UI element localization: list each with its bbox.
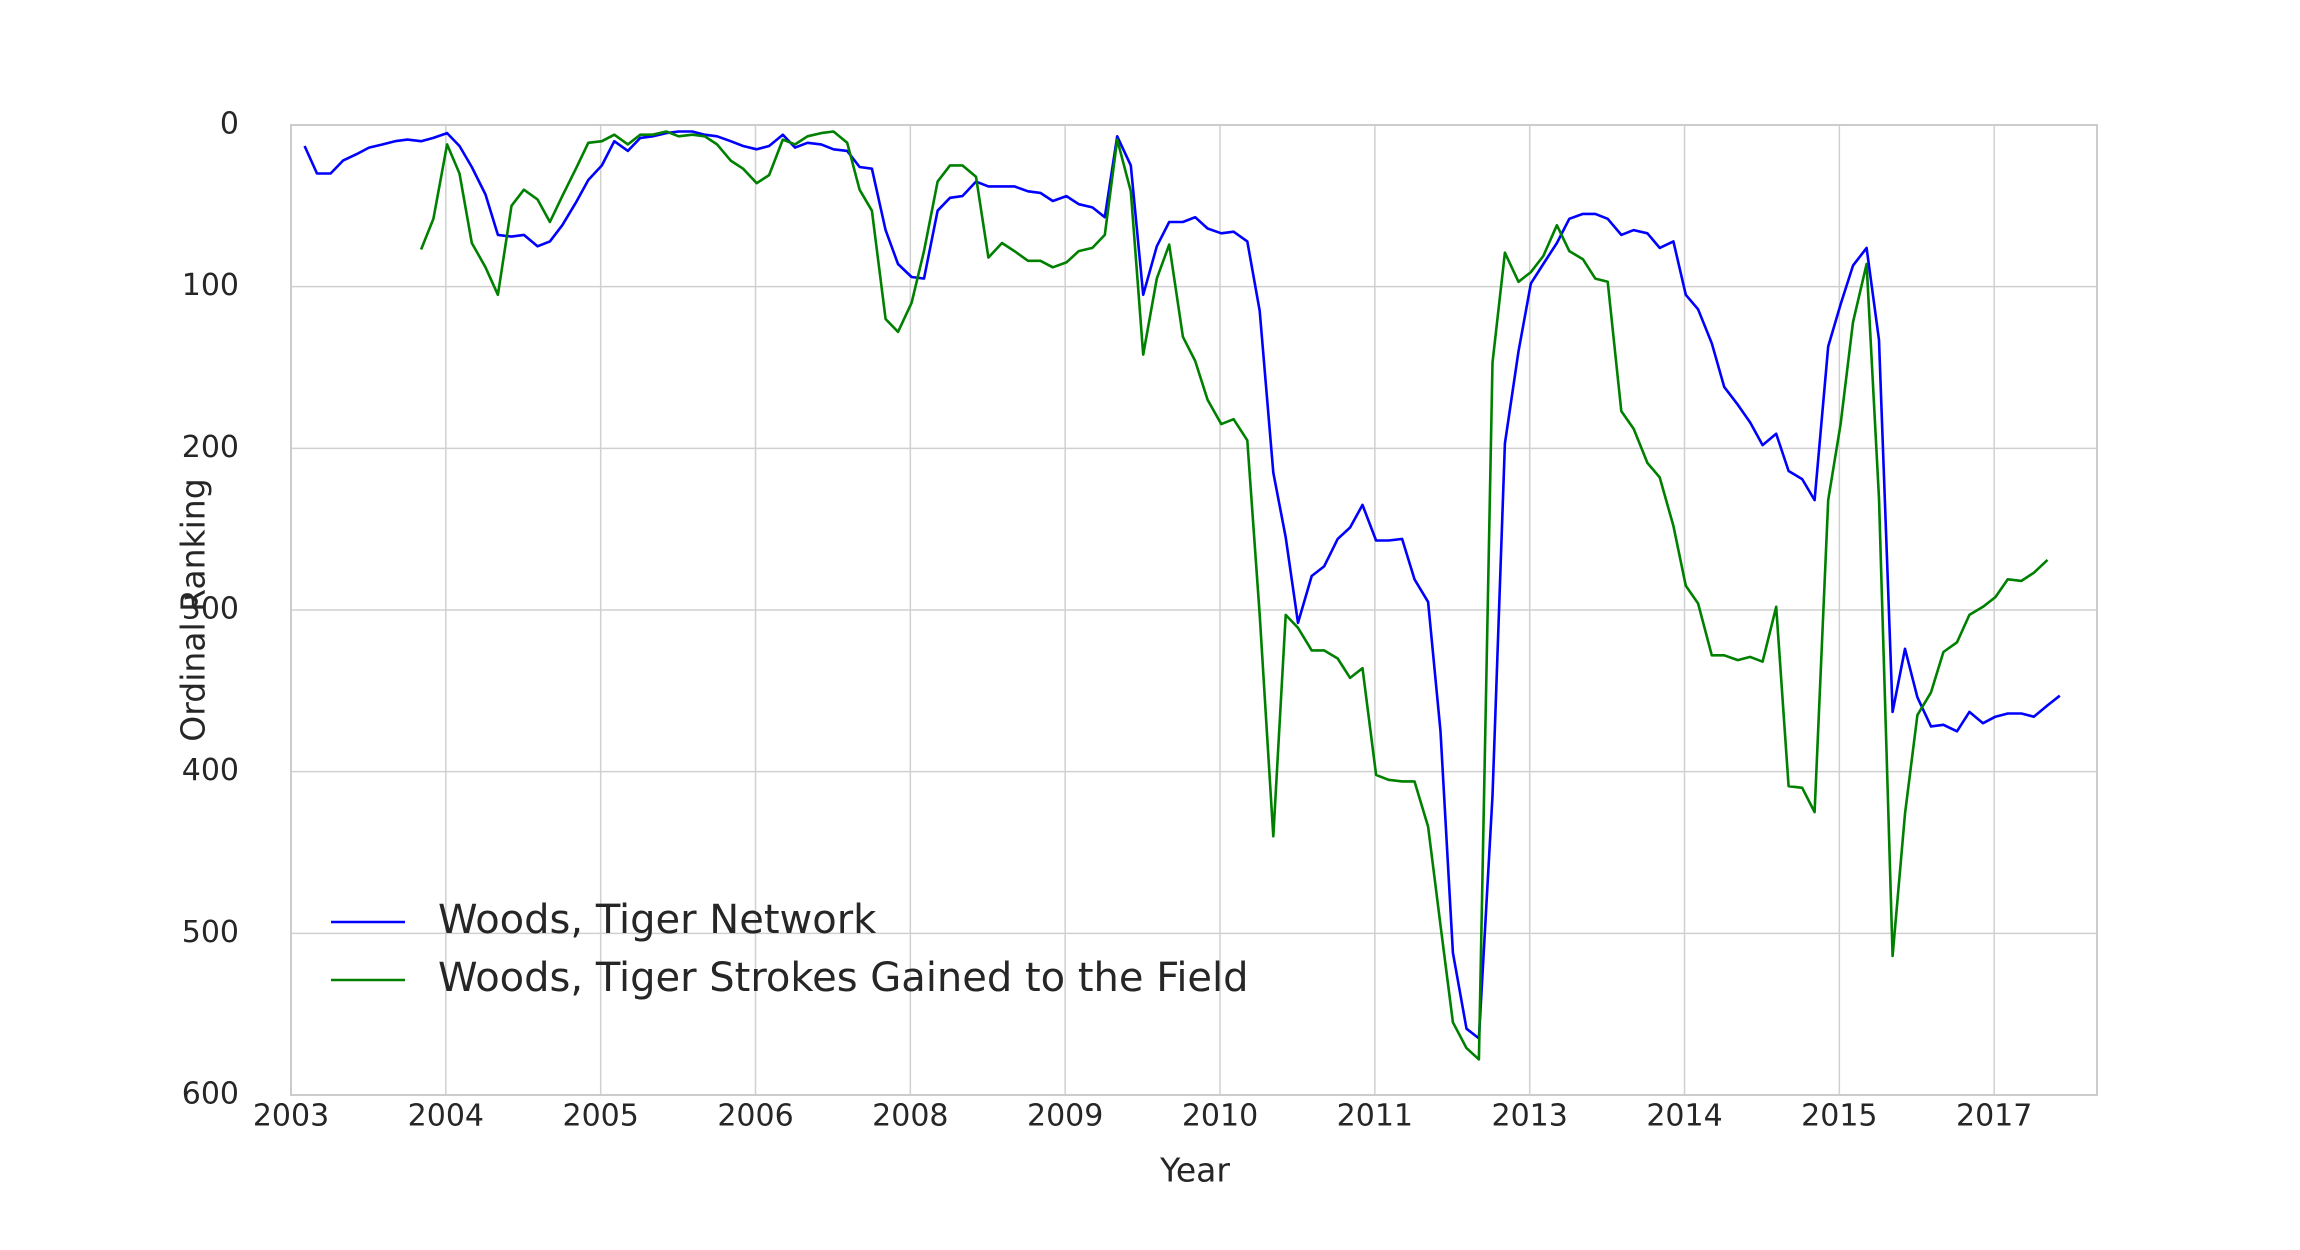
- x-tick-label: 2003: [253, 1099, 329, 1134]
- x-tick-label: 2014: [1646, 1099, 1722, 1134]
- ticks: 2003 2004 2005 2006 2008 2009 2010 2011 2013 2014…: [182, 107, 2033, 1134]
- y-tick-label: 600: [182, 1077, 239, 1112]
- x-tick-label: 2017: [1956, 1099, 2032, 1134]
- y-axis-label: Ordinal Ranking: [174, 478, 213, 741]
- y-tick-label: 200: [182, 430, 239, 465]
- legend: Woods, Tiger Network Woods, Tiger Strokes…: [331, 897, 1249, 1001]
- y-tick-label: 400: [182, 753, 239, 788]
- y-tick-label: 0: [220, 107, 239, 142]
- x-tick-label: 2006: [717, 1099, 793, 1134]
- legend-label: Woods, Tiger Strokes Gained to the Field: [438, 955, 1249, 1001]
- x-tick-label: 2010: [1182, 1099, 1258, 1134]
- x-axis-label: Year: [1159, 1151, 1230, 1190]
- x-tick-label: 2009: [1027, 1099, 1103, 1134]
- x-tick-label: 2005: [562, 1099, 638, 1134]
- x-tick-label: 2011: [1337, 1099, 1413, 1134]
- y-tick-label: 500: [182, 915, 239, 950]
- y-tick-label: 100: [182, 268, 239, 303]
- series-line: [303, 130, 2061, 1040]
- plot-frame: [290, 124, 2098, 1096]
- series-line: [419, 130, 2049, 1061]
- x-tick-label: 2004: [408, 1099, 484, 1134]
- legend-label: Woods, Tiger Network: [438, 897, 877, 943]
- x-tick-label: 2013: [1492, 1099, 1568, 1134]
- x-tick-label: 2015: [1801, 1099, 1877, 1134]
- x-tick-label: 2008: [872, 1099, 948, 1134]
- y-tick-label: 300: [182, 592, 239, 627]
- lines: [303, 130, 2061, 1061]
